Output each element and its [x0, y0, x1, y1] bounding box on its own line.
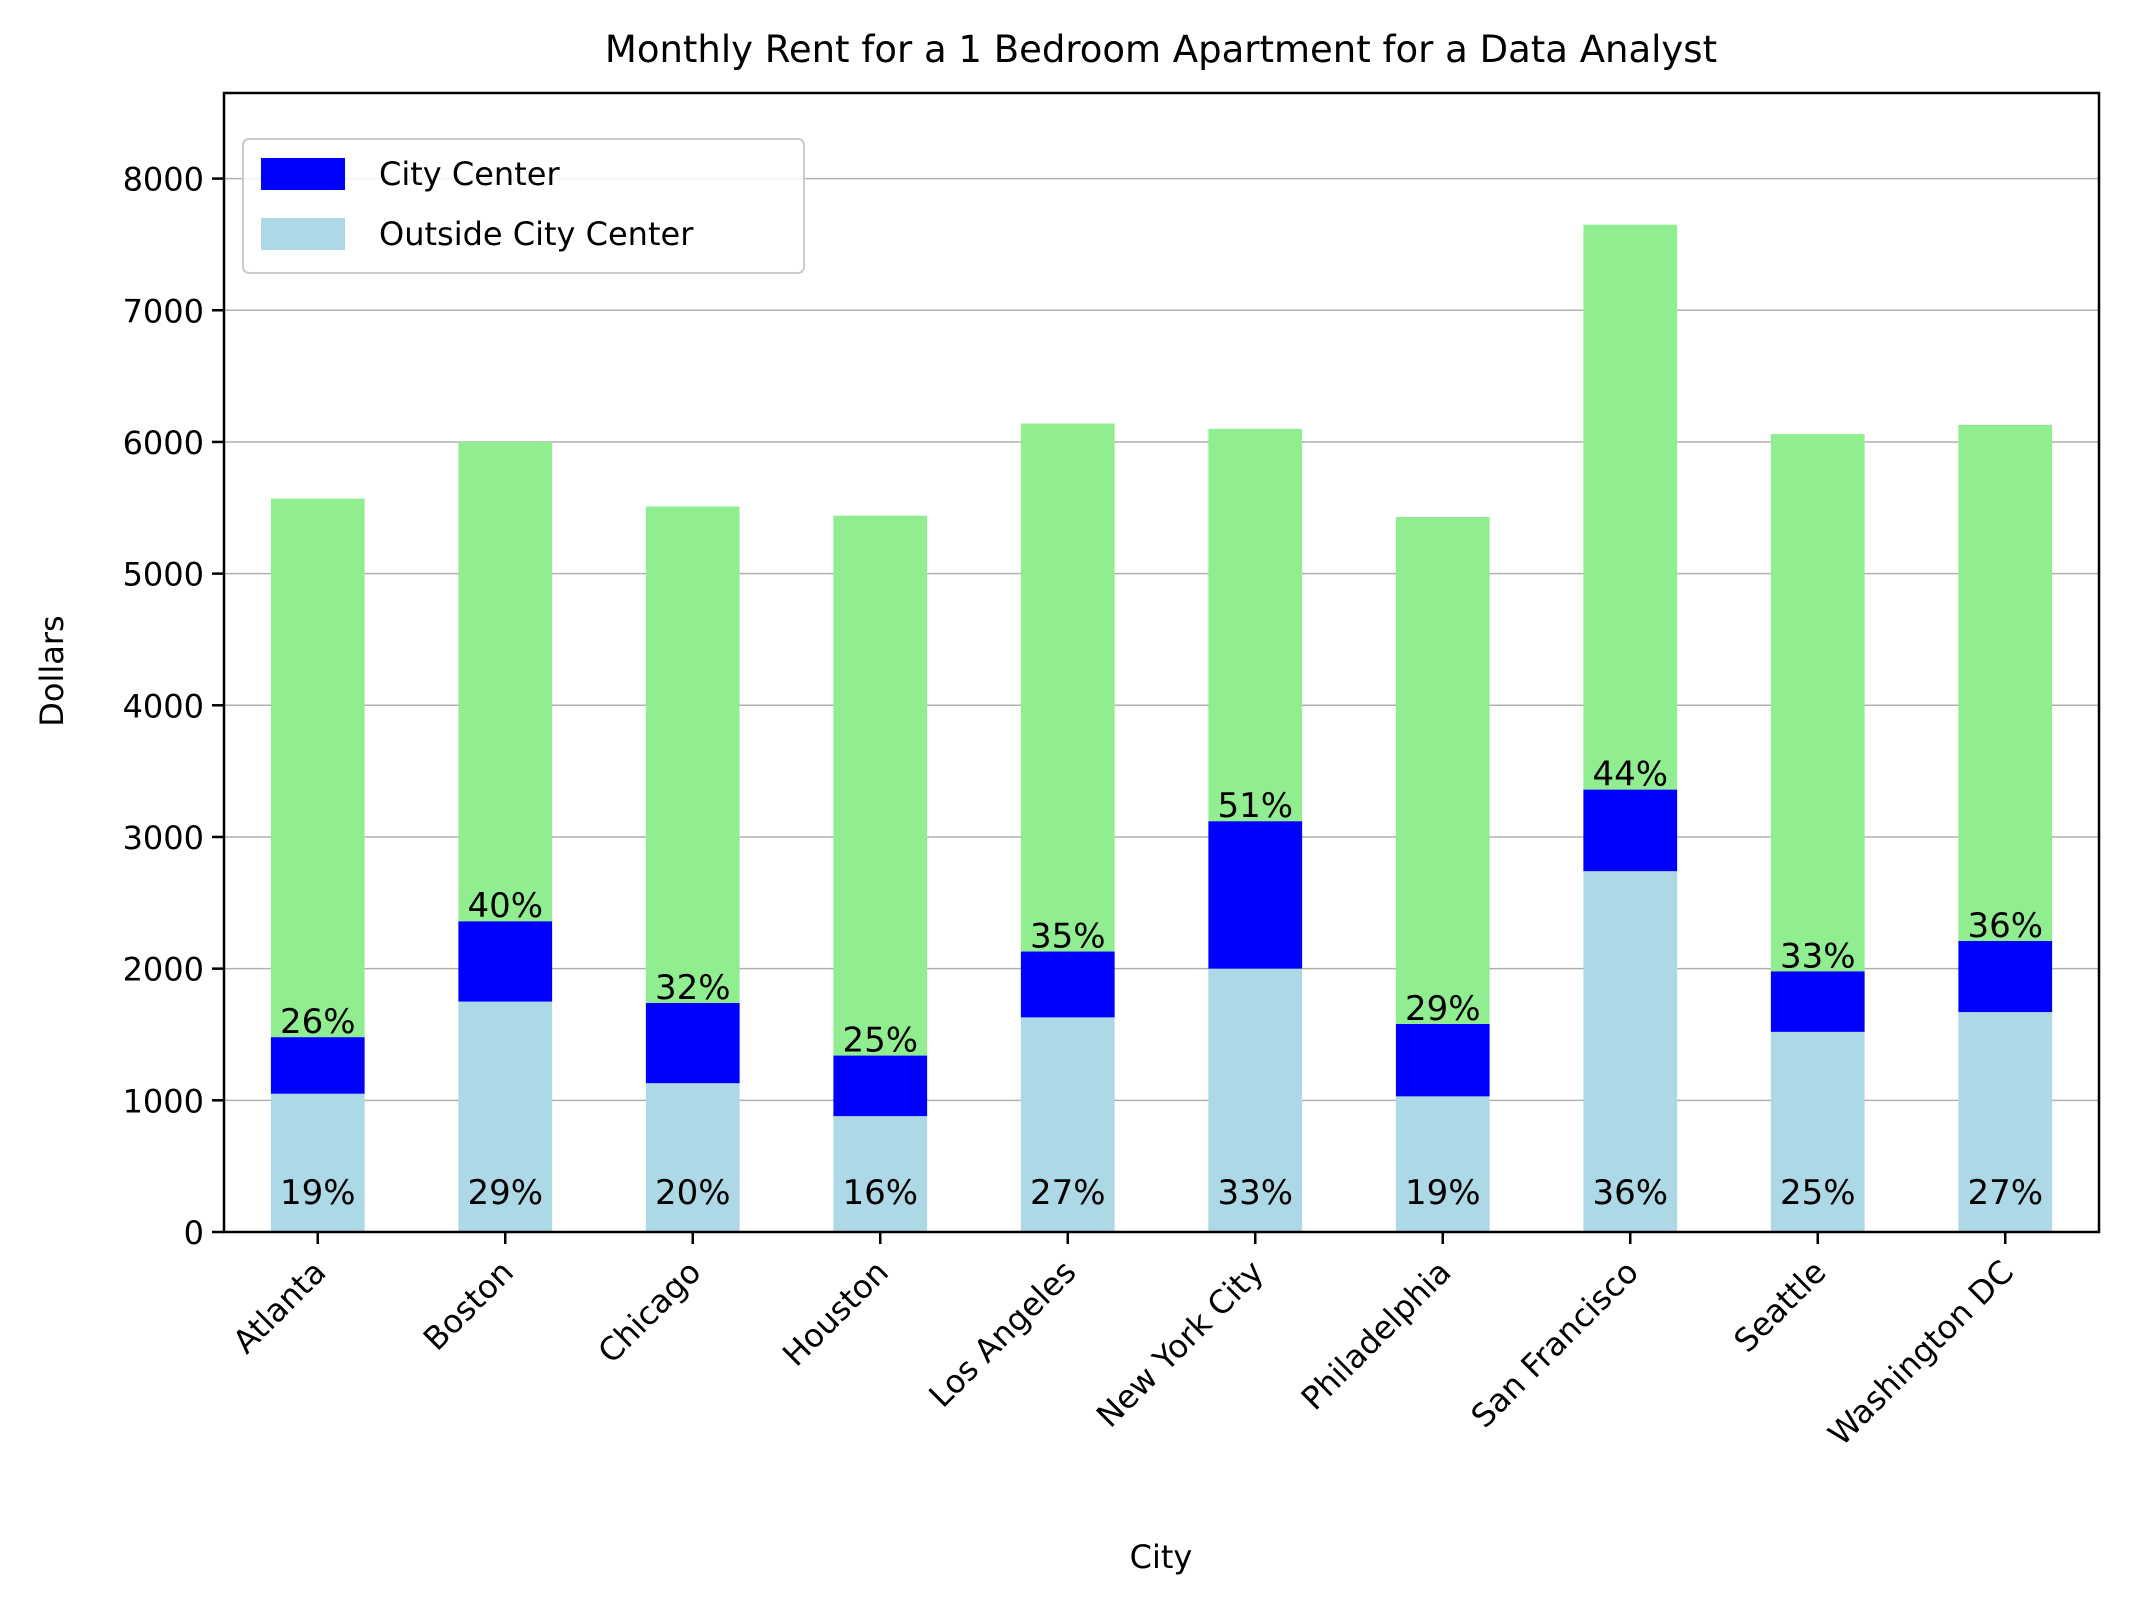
bar-city-center-boston	[458, 921, 553, 1002]
bar-city-center-los-angeles	[1020, 951, 1115, 1018]
bar-outside-city-center-washington-dc	[1958, 1012, 2053, 1232]
data-label-city-center-houston: 25%	[842, 1021, 918, 1061]
data-label-city-center-new-york-city: 51%	[1217, 786, 1293, 826]
y-tick-label-1000: 1000	[123, 1082, 204, 1120]
data-label-city-center-philadelphia: 29%	[1405, 989, 1481, 1029]
legend-swatch-outside-city-center	[261, 218, 345, 250]
data-label-outside-city-center-chicago: 20%	[655, 1173, 731, 1213]
plot-frame	[222, 91, 2101, 1234]
data-label-outside-city-center-san-francisco: 36%	[1592, 1173, 1668, 1213]
data-label-outside-city-center-new-york-city: 33%	[1217, 1173, 1293, 1213]
bar-top-segment-washington-dc	[1958, 424, 2053, 941]
data-label-city-center-san-francisco: 44%	[1592, 755, 1668, 795]
y-tick-label-4000: 4000	[123, 687, 204, 725]
legend-box	[242, 138, 805, 274]
bar-outside-city-center-boston	[458, 1001, 553, 1232]
bar-city-center-chicago	[645, 1002, 740, 1084]
bar-top-segment-seattle	[1770, 434, 1865, 972]
bar-city-center-atlanta	[270, 1037, 365, 1094]
data-label-outside-city-center-seattle: 25%	[1780, 1173, 1856, 1213]
data-label-city-center-washington-dc: 36%	[1967, 906, 2043, 946]
chart-title: Monthly Rent for a 1 Bedroom Apartment f…	[605, 28, 1717, 71]
bar-top-segment-chicago	[645, 506, 740, 1003]
bar-top-segment-boston	[458, 441, 553, 922]
data-label-outside-city-center-boston: 29%	[467, 1173, 543, 1213]
data-label-city-center-chicago: 32%	[655, 968, 731, 1008]
bar-top-segment-san-francisco	[1583, 224, 1678, 790]
legend: City Center Outside City Center	[242, 138, 805, 274]
legend-swatch-city-center	[261, 158, 345, 190]
bar-city-center-seattle	[1770, 971, 1865, 1032]
bar-city-center-san-francisco	[1583, 789, 1678, 872]
y-axis-label: Dollars	[33, 615, 71, 726]
y-tick-label-5000: 5000	[123, 556, 204, 594]
data-label-outside-city-center-atlanta: 19%	[280, 1173, 356, 1213]
data-labels: 19% 26% 29% 40% 20% 32% 16% 25% 27% 35% 33% 51% 19% 2…	[280, 755, 2043, 1213]
bar-city-center-new-york-city	[1208, 821, 1303, 969]
bar-top-segment-los-angeles	[1020, 423, 1115, 952]
bar-outside-city-center-seattle	[1770, 1031, 1865, 1232]
data-label-outside-city-center-philadelphia: 19%	[1405, 1173, 1481, 1213]
y-tick-label-7000: 7000	[123, 292, 204, 330]
bar-outside-city-center-san-francisco	[1583, 871, 1678, 1232]
x-axis-label: City	[1130, 1538, 1193, 1576]
legend-label-city-center: City Center	[379, 155, 560, 193]
bar-outside-city-center-philadelphia	[1395, 1096, 1490, 1232]
data-label-city-center-boston: 40%	[467, 886, 543, 926]
bar-outside-city-center-los-angeles	[1020, 1017, 1115, 1232]
y-tick-label-0: 0	[184, 1214, 204, 1252]
y-tick-label-8000: 8000	[123, 161, 204, 199]
data-label-city-center-atlanta: 26%	[280, 1002, 356, 1042]
data-label-city-center-seattle: 33%	[1780, 936, 1856, 976]
bar-top-segment-atlanta	[270, 498, 365, 1038]
bar-outside-city-center-houston	[833, 1116, 928, 1232]
bar-outside-city-center-chicago	[645, 1083, 740, 1232]
data-label-outside-city-center-houston: 16%	[842, 1173, 918, 1213]
bar-city-center-philadelphia	[1395, 1023, 1490, 1097]
y-axis: 0 1000 2000 3000 4000 5000 6000 7000 8000	[123, 161, 224, 1252]
y-tick-label-6000: 6000	[123, 424, 204, 462]
bars	[270, 224, 2053, 1232]
legend-label-outside-city-center: Outside City Center	[379, 215, 694, 253]
bar-outside-city-center-atlanta	[270, 1093, 365, 1232]
bar-top-segment-new-york-city	[1208, 428, 1303, 822]
data-label-outside-city-center-los-angeles: 27%	[1030, 1173, 1106, 1213]
bar-city-center-houston	[833, 1055, 928, 1117]
data-label-outside-city-center-washington-dc: 27%	[1967, 1173, 2043, 1213]
y-tick-label-2000: 2000	[123, 951, 204, 989]
data-label-city-center-los-angeles: 35%	[1030, 917, 1106, 957]
bar-outside-city-center-new-york-city	[1208, 968, 1303, 1232]
bar-city-center-washington-dc	[1958, 940, 2053, 1013]
bar-top-segment-philadelphia	[1395, 516, 1490, 1024]
bar-top-segment-houston	[833, 515, 928, 1056]
y-tick-label-3000: 3000	[123, 819, 204, 857]
